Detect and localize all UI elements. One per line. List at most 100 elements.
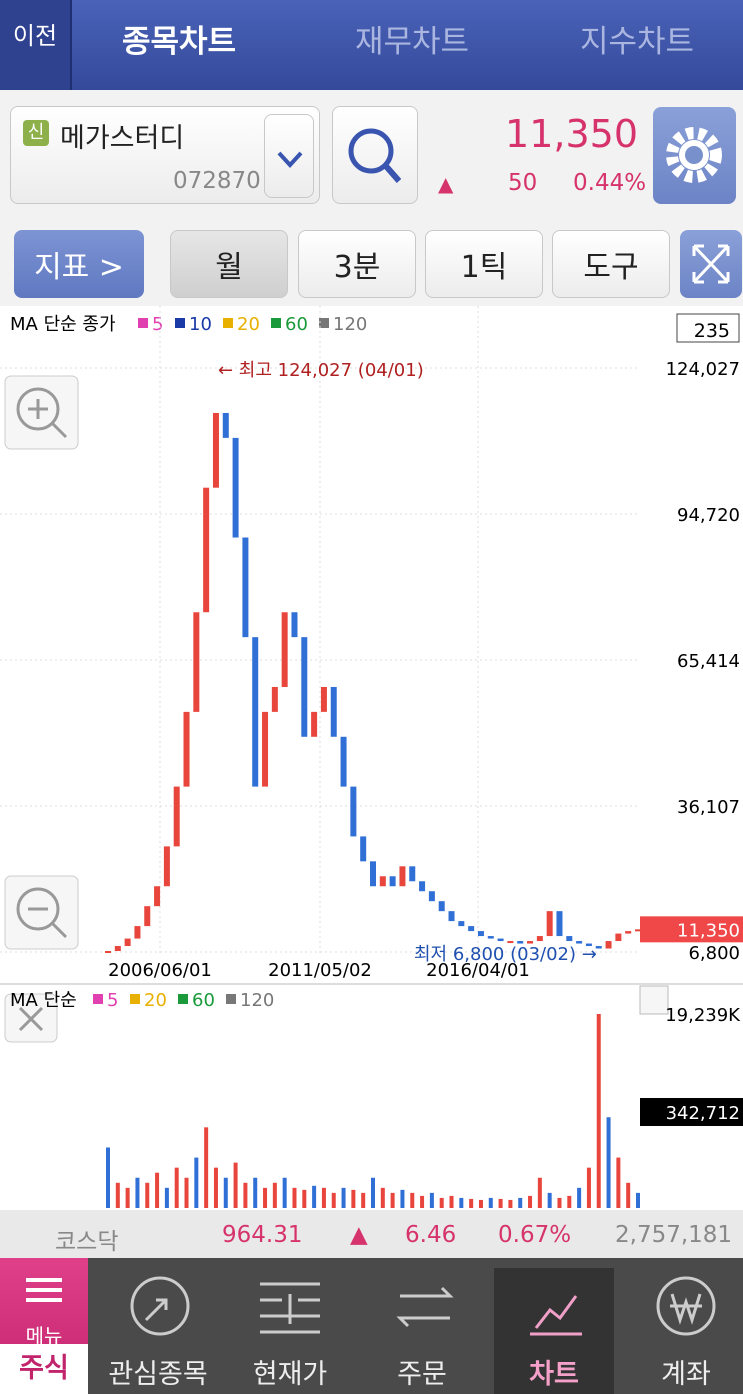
candle (458, 921, 465, 927)
legend-label: 5 (152, 314, 163, 335)
stock-code: 072870 (173, 168, 261, 194)
volume-bar (380, 1187, 385, 1208)
candle (585, 943, 592, 947)
candle (291, 612, 298, 638)
nav-item[interactable]: 관심종목 (108, 1359, 208, 1390)
legend-swatch (175, 318, 185, 328)
nav-item[interactable]: 현재가 (252, 1359, 328, 1390)
volume-bar (400, 1189, 405, 1208)
volume-bar (528, 1195, 533, 1208)
nav-item[interactable]: 계좌 (661, 1359, 711, 1390)
volume-bar (459, 1197, 464, 1208)
index-bar: 코스닥 964.31 ▲ 6.46 0.67% 2,757,181 (0, 1210, 743, 1258)
zoom-in[interactable] (4, 375, 79, 450)
legend-label: 5 (107, 990, 118, 1011)
candle (468, 926, 475, 932)
candle (379, 876, 386, 887)
volume-bar (302, 1189, 307, 1208)
legend-title: MA 단순 종가 (10, 314, 116, 335)
candle (576, 941, 583, 944)
candle (320, 686, 327, 712)
candle (262, 711, 269, 787)
candle (497, 938, 504, 942)
legend-swatch (130, 994, 140, 1004)
volume-bar (194, 1157, 199, 1208)
volume-bar (636, 1192, 640, 1208)
zoom-out[interactable] (4, 875, 79, 950)
expand-icon (692, 244, 730, 284)
expand-button[interactable] (680, 230, 742, 298)
count: 235 (694, 320, 730, 342)
nav-item[interactable]: 주문 (397, 1359, 447, 1390)
volume-bar (410, 1192, 415, 1208)
volume-bar (488, 1197, 493, 1208)
back-button[interactable]: 이전 (0, 0, 72, 90)
interval-button[interactable]: 3분 (298, 230, 416, 298)
resize-handle[interactable] (639, 985, 669, 1015)
legend-swatch (223, 318, 233, 328)
candle (173, 786, 180, 847)
close-subchart[interactable] (4, 993, 58, 1043)
volume-bar (371, 1177, 375, 1208)
volume-bar (341, 1187, 346, 1208)
candle (232, 437, 239, 538)
tab[interactable]: 종목차트 (122, 24, 237, 60)
candle (546, 911, 553, 937)
period-button[interactable]: 월 (170, 230, 288, 298)
candle (252, 637, 259, 787)
volume-bar (420, 1195, 425, 1208)
volume-bar (439, 1197, 444, 1208)
index-name: 코스닥 (55, 1229, 119, 1255)
menu-icon (26, 1278, 62, 1302)
nav-item[interactable]: 주식 (0, 1344, 88, 1394)
change-pct: 0.44% (573, 170, 647, 196)
tab[interactable]: 지수차트 (580, 24, 695, 60)
candle (203, 487, 210, 613)
menu-button[interactable]: 메뉴 주식 (0, 1258, 88, 1394)
tick-button[interactable]: 1틱 (425, 230, 543, 298)
index-arrow: ▲ (350, 1222, 368, 1248)
index-volume: 2,757,181 (615, 1222, 733, 1248)
legend-swatch (319, 318, 329, 328)
dropdown[interactable] (264, 114, 314, 198)
volume-bar (312, 1185, 317, 1208)
y-tick-label: 65,414 (677, 651, 740, 672)
legend-swatch (226, 994, 236, 1004)
indicator-button[interactable]: 지표 > (14, 230, 144, 298)
candle (409, 866, 416, 882)
candle (536, 936, 543, 942)
volume-bar (361, 1192, 366, 1208)
volume-bar (567, 1195, 572, 1208)
candle (370, 861, 376, 887)
tools-button[interactable]: 도구 (552, 230, 670, 298)
candle (360, 836, 367, 862)
price: 11,350 (505, 112, 638, 156)
tab[interactable]: 재무차트 (355, 24, 470, 60)
stock-name: 메가스터디 (60, 123, 185, 154)
chevron (277, 151, 303, 168)
arrow: ▲ (438, 172, 454, 196)
volume-bar (616, 1157, 621, 1208)
candle (271, 686, 278, 712)
candle (507, 941, 514, 944)
search-icon (348, 128, 402, 183)
index-change-pct: 0.67% (498, 1222, 572, 1248)
volume-bar (213, 1167, 218, 1208)
volume-bar (106, 1147, 110, 1208)
min-annotation: 최저 6,800 (03/02) → (414, 944, 597, 965)
candle (124, 938, 131, 947)
volume-bar (606, 1117, 611, 1208)
x-tick-label: 2011/05/02 (268, 960, 372, 981)
volume-bar (478, 1199, 483, 1208)
candle (556, 911, 563, 937)
settings-button[interactable] (653, 107, 736, 204)
volume-bar (351, 1189, 356, 1208)
volume-bar (253, 1177, 258, 1208)
nav-item[interactable]: 차트 (529, 1359, 579, 1390)
y-tick-label: 36,107 (677, 797, 740, 818)
volume-bar (223, 1177, 228, 1208)
legend-label: 120 (240, 990, 274, 1011)
candle (438, 901, 445, 912)
search-button[interactable] (332, 106, 418, 204)
volume-bar (204, 1127, 209, 1208)
